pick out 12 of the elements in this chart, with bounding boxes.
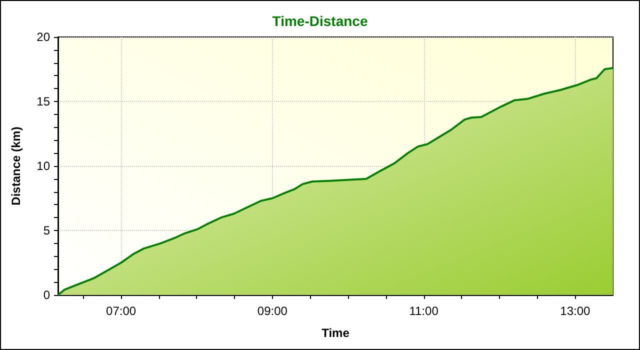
y-tick-label: 10	[36, 159, 50, 173]
y-tick-label: 15	[36, 94, 50, 108]
y-tick-label: 20	[36, 30, 50, 44]
x-tick-label: 13:00	[560, 304, 590, 318]
y-axis-title: Distance (km)	[9, 126, 23, 206]
y-tick-label: 0	[43, 288, 50, 302]
x-axis-title: Time	[322, 326, 350, 340]
y-tick-label: 5	[43, 224, 50, 238]
x-tick-label: 07:00	[106, 304, 136, 318]
chart-title: Time-Distance	[272, 13, 368, 29]
x-tick-label: 11:00	[409, 304, 439, 318]
x-tick-label: 09:00	[257, 304, 288, 318]
